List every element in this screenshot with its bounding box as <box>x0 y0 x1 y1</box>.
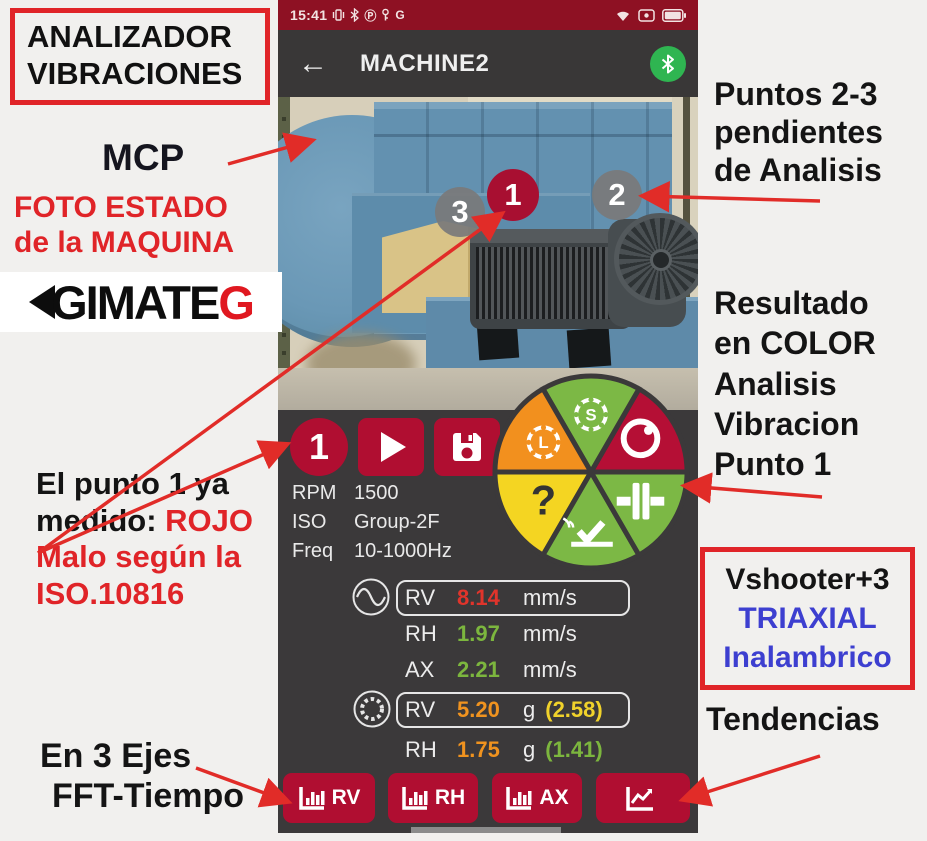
gimateg-logo: GIMATE G <box>0 272 282 332</box>
base-hole <box>566 327 612 369</box>
bluetooth-connect-button[interactable] <box>650 46 686 82</box>
save-button[interactable] <box>434 418 500 476</box>
annotation-punto1: El punto 1 ya medido: ROJO Malo según la… <box>36 466 254 611</box>
bluetooth-icon <box>661 54 674 74</box>
status-bar: 15:41 Ⓟ G <box>278 0 698 30</box>
velocity-row-rh: RH 1.97 mm/s <box>405 621 577 646</box>
annotation-title-box: ANALIZADOR VIBRACIONES <box>10 8 270 106</box>
arrow-tendencias <box>678 754 821 807</box>
diagnosis-wheel[interactable]: S L ? <box>492 373 690 571</box>
accel-row-rh: RH 1.75 g (1.41) <box>405 737 603 762</box>
wheel-sector-unbalance[interactable] <box>586 385 690 475</box>
measure-point-3[interactable]: 3 <box>435 187 485 237</box>
app-bar: ← MACHINE2 <box>278 30 698 97</box>
velocity-sine-icon <box>352 578 390 616</box>
bar-chart-icon <box>402 787 428 810</box>
misalignment-icon <box>616 482 665 520</box>
bearing-l-icon: L <box>526 424 561 460</box>
trend-chart-icon <box>626 787 653 811</box>
accel-row-rv: RV 5.20 g (2.58) <box>405 697 603 722</box>
measure-point-1[interactable]: 1 <box>487 169 539 221</box>
spectrum-rv-button[interactable]: RV <box>283 773 375 823</box>
wifi-icon <box>617 11 629 21</box>
param-freq: Freq 10-1000Hz <box>292 540 452 562</box>
annotation-foto-estado: FOTO ESTADO de la MAQUINA <box>14 191 235 260</box>
spectrum-rh-button[interactable]: RH <box>388 773 478 823</box>
battery-icon <box>662 8 686 22</box>
machine-photo: 3 1 2 <box>278 97 698 410</box>
annotation-ejes-fft: En 3 Ejes FFT-Tiempo <box>40 737 245 816</box>
back-button[interactable]: ← <box>298 46 328 80</box>
annotation-tendencias: Tendencias <box>706 701 880 737</box>
status-time: 15:41 <box>290 7 328 23</box>
annotation-mcp: MCP <box>102 137 185 178</box>
unbalance-icon <box>620 418 661 459</box>
save-icon <box>453 433 481 461</box>
velocity-row-rv: RV 8.14 mm/s <box>405 585 577 610</box>
accel-rv-box <box>396 692 630 728</box>
velocity-rv-box <box>396 580 630 616</box>
annotation-puntos-2-3: Puntos 2-3 pendientes de Analisis <box>714 76 883 188</box>
bearing-accel-icon <box>353 690 391 728</box>
param-iso: ISO Group-2F <box>292 511 440 533</box>
looseness-icon <box>562 517 613 547</box>
key-icon <box>382 8 390 21</box>
velocity-row-ax: AX 2.21 mm/s <box>405 657 577 682</box>
param-rpm: RPM 1500 <box>292 482 399 504</box>
svg-text:L: L <box>538 433 548 452</box>
google-g-icon: G <box>395 8 405 22</box>
parking-app-icon: Ⓟ <box>364 8 377 23</box>
question-icon: ? <box>531 477 556 524</box>
bar-chart-icon <box>298 787 325 810</box>
motor-fan-hub <box>650 249 672 271</box>
spectrum-ax-button[interactable]: AX <box>492 773 582 823</box>
bearing-s-icon: S <box>573 397 609 433</box>
bluetooth-status-icon <box>350 8 360 22</box>
play-measure-button[interactable] <box>358 418 424 476</box>
bar-chart-icon <box>506 787 532 810</box>
nav-handle[interactable] <box>411 827 561 833</box>
phone-screenshot: 15:41 Ⓟ G <box>278 0 698 833</box>
measurement-panel: 1 <box>278 373 698 833</box>
wheel-sector-bearing-s[interactable] <box>539 373 643 477</box>
vibrate-icon <box>333 9 345 21</box>
page-title: MACHINE2 <box>360 49 490 77</box>
play-icon <box>381 432 406 462</box>
annotation-resultado: Resultado en COLOR Analisis Vibracion Pu… <box>714 285 876 483</box>
annotation-vshooter-box: Vshooter+3 TRIAXIAL Inalambrico <box>700 547 915 690</box>
wheel-sector-looseness[interactable] <box>539 467 643 571</box>
svg-text:S: S <box>585 406 596 425</box>
measure-point-2[interactable]: 2 <box>592 170 642 220</box>
screen-record-icon <box>638 8 655 22</box>
arrow-resultado <box>680 472 823 504</box>
point-number-button[interactable]: 1 <box>290 418 348 476</box>
trend-button[interactable] <box>596 773 690 823</box>
